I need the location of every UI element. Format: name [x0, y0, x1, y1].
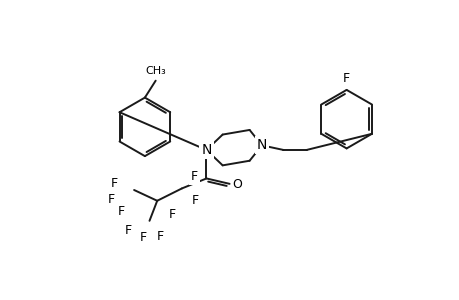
Text: F: F: [118, 205, 125, 218]
Text: N: N: [201, 143, 211, 157]
Text: F: F: [342, 72, 349, 85]
Text: F: F: [192, 194, 199, 207]
Text: O: O: [232, 178, 242, 191]
Text: F: F: [168, 208, 176, 221]
Text: CH₃: CH₃: [145, 66, 166, 76]
Text: F: F: [140, 231, 146, 244]
Text: F: F: [110, 177, 118, 190]
Text: F: F: [124, 224, 131, 236]
Text: F: F: [157, 230, 163, 243]
Text: N: N: [256, 138, 267, 152]
Text: F: F: [107, 193, 114, 206]
Text: F: F: [190, 170, 197, 183]
